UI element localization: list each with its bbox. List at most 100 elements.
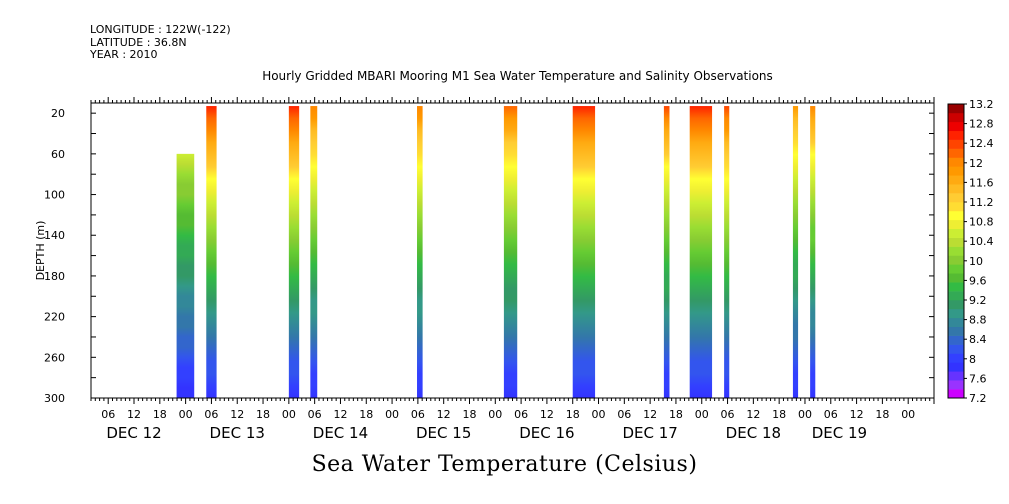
- y-tick-label: 60: [51, 148, 65, 161]
- x-tick-label: 06: [411, 408, 425, 421]
- x-day-label: DEC 14: [313, 424, 368, 442]
- x-tick-label: 06: [617, 408, 631, 421]
- y-axis: 20 60 100 140 180 220 260 300 DEPTH (m): [34, 107, 934, 405]
- data-column: [206, 106, 217, 398]
- colorbar-swatch: [948, 228, 964, 238]
- y-tick-label: 260: [44, 351, 65, 364]
- colorbar-swatch: [948, 308, 964, 319]
- x-day-label: DEC 19: [812, 424, 867, 442]
- colorbar-frame: [947, 103, 965, 399]
- colorbar: 13.2 12.8 12.4 12 11.6 11.2 10.8 10.4 10 9.6 9.2 8.…: [947, 98, 994, 405]
- colorbar-swatch: [948, 104, 964, 114]
- colorbar-swatch: [948, 112, 964, 123]
- colorbar-tick-label: 10.4: [969, 235, 994, 248]
- colorbar-swatch: [948, 282, 964, 292]
- longitude-text: LONGITUDE : 122W(-122): [90, 23, 231, 36]
- x-day-label: DEC 17: [622, 424, 677, 442]
- colorbar-tick-label: 12.4: [969, 137, 994, 150]
- colorbar-swatch: [948, 335, 964, 345]
- colorbar-swatch: [948, 371, 964, 381]
- y-tick-label: 180: [44, 270, 65, 283]
- colorbar-tick-label: 7.6: [969, 372, 987, 385]
- colorbar-swatch: [948, 255, 964, 265]
- data-column: [792, 106, 799, 398]
- colorbar-swatch: [948, 362, 964, 372]
- colorbar-tick-label: 7.2: [969, 392, 987, 405]
- colorbar-tick-label: 8.4: [969, 333, 987, 346]
- colorbar-tick-label: 11.2: [969, 196, 994, 209]
- data-column: [288, 106, 300, 398]
- x-tick-label: 00: [798, 408, 812, 421]
- x-tick-label: 00: [901, 408, 915, 421]
- y-tick-label: 20: [51, 107, 65, 120]
- colorbar-swatch: [948, 219, 964, 230]
- x-day-label: DEC 13: [210, 424, 265, 442]
- x-day-label: DEC 18: [726, 424, 781, 442]
- colorbar-tick-label: 10.8: [969, 216, 994, 229]
- data-column: [503, 106, 518, 398]
- colorbar-swatch: [948, 291, 964, 301]
- x-tick-label: 12: [540, 408, 554, 421]
- x-tick-label: 12: [850, 408, 864, 421]
- y-axis-title: DEPTH (m): [34, 221, 47, 281]
- x-tick-label: 18: [462, 408, 476, 421]
- x-day-label: DEC 15: [416, 424, 471, 442]
- colorbar-swatch: [948, 353, 964, 363]
- x-tick-label: 12: [643, 408, 657, 421]
- x-tick-label: 18: [875, 408, 889, 421]
- x-day-label: DEC 12: [106, 424, 161, 442]
- x-tick-label: 00: [179, 408, 193, 421]
- x-axis: 06 12 18 00 06 12 18 00 06 12 18 00 06 12 18 00 06 12 18 00…: [90, 97, 935, 442]
- colorbar-swatch: [948, 300, 964, 310]
- y-tick-label: 140: [44, 229, 65, 242]
- latitude-text: LATITUDE : 36.8N: [90, 35, 187, 49]
- colorbar-swatch: [948, 139, 964, 149]
- location-metadata: LONGITUDE : 122W(-122) LATITUDE : 36.8N …: [90, 23, 231, 62]
- colorbar-tick-label: 11.6: [969, 176, 994, 189]
- colorbar-title: Sea Water Temperature (Celsius): [311, 452, 698, 477]
- colorbar-swatch: [948, 237, 964, 247]
- x-tick-label: 18: [153, 408, 167, 421]
- colorbar-swatch: [948, 121, 964, 132]
- data-column: [810, 106, 816, 398]
- x-tick-label: 06: [308, 408, 322, 421]
- x-tick-label: 06: [204, 408, 218, 421]
- x-tick-label: 06: [721, 408, 735, 421]
- colorbar-swatch: [948, 380, 964, 390]
- data-column: [663, 106, 670, 398]
- y-tick-label: 300: [44, 392, 65, 405]
- x-tick-label: 00: [385, 408, 399, 421]
- x-tick-label: 06: [824, 408, 838, 421]
- colorbar-tick-label: 12: [969, 157, 983, 170]
- colorbar-tick-label: 9.2: [969, 294, 987, 307]
- data-column: [310, 106, 318, 398]
- colorbar-swatch: [948, 273, 964, 283]
- colorbar-swatch: [948, 317, 964, 328]
- colorbar-swatch: [948, 326, 964, 336]
- x-tick-label: 00: [282, 408, 296, 421]
- x-tick-label: 00: [695, 408, 709, 421]
- colorbar-swatch: [948, 130, 964, 140]
- colorbar-tick-label: 8: [969, 353, 976, 366]
- x-tick-label: 18: [256, 408, 270, 421]
- colorbar-tick-label: 9.6: [969, 274, 987, 287]
- x-tick-label: 12: [127, 408, 141, 421]
- plot-area: [90, 102, 935, 399]
- colorbar-tick-label: 8.8: [969, 314, 987, 327]
- colorbar-swatch: [948, 246, 964, 256]
- colorbar-swatch: [948, 210, 964, 221]
- x-tick-label: 12: [746, 408, 760, 421]
- x-tick-label: 06: [101, 408, 115, 421]
- x-tick-label: 06: [514, 408, 528, 421]
- year-text: YEAR : 2010: [90, 48, 158, 61]
- colorbar-swatch: [948, 175, 964, 185]
- colorbar-swatch: [948, 344, 964, 354]
- data-column: [176, 153, 195, 398]
- colorbar-swatch: [948, 264, 964, 274]
- data-column: [689, 106, 713, 398]
- x-tick-label: 18: [772, 408, 786, 421]
- colorbar-tick-label: 10: [969, 255, 983, 268]
- colorbar-swatch: [948, 166, 964, 176]
- x-tick-label: 18: [669, 408, 683, 421]
